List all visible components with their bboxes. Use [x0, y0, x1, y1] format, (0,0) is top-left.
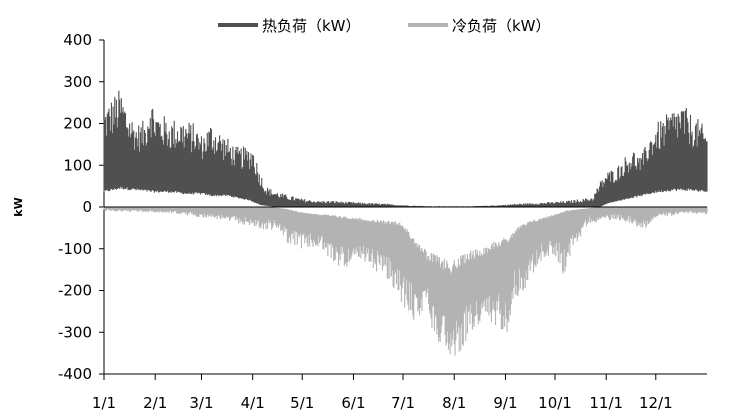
y-tick-label: 100	[63, 156, 92, 174]
x-tick-label: 8/1	[442, 394, 466, 412]
y-tick-label: -300	[58, 323, 92, 341]
y-tick-label: 200	[63, 115, 92, 133]
x-tick-label: 4/1	[241, 394, 265, 412]
y-axis-title: kW	[12, 197, 25, 216]
legend-label-cool: 冷负荷（kW）	[452, 17, 551, 35]
x-axis: 1/1 2/1 3/1 4/1 5/1 6/1 7/1 8/1 9/1 10/1 11/1 12/1	[92, 206, 707, 412]
x-tick-label: 12/1	[639, 394, 673, 412]
x-tick-label: 1/1	[92, 394, 116, 412]
y-tick-label: -100	[58, 240, 92, 258]
series-layer	[103, 90, 708, 356]
x-tick-label: 2/1	[143, 394, 167, 412]
y-tick-label: -200	[58, 282, 92, 300]
x-tick-label: 6/1	[341, 394, 365, 412]
x-tick-label: 5/1	[290, 394, 314, 412]
legend: 热负荷（kW） 冷负荷（kW）	[218, 17, 551, 35]
x-tick-label: 10/1	[538, 394, 572, 412]
x-tick-label: 7/1	[391, 394, 415, 412]
y-axis: 400 300 200 100 0 -100 -200 -300 -400	[58, 31, 105, 383]
x-tick-label: 11/1	[589, 394, 623, 412]
legend-label-heat: 热负荷（kW）	[262, 17, 361, 35]
series-heat-load	[103, 90, 708, 207]
y-tick-label: 400	[63, 31, 92, 49]
x-tick-label: 3/1	[189, 394, 213, 412]
series-cool-load	[103, 207, 708, 356]
y-tick-label: 0	[82, 198, 92, 216]
x-tick-label: 9/1	[493, 394, 517, 412]
y-tick-label: 300	[63, 73, 92, 91]
y-tick-label: -400	[58, 365, 92, 383]
